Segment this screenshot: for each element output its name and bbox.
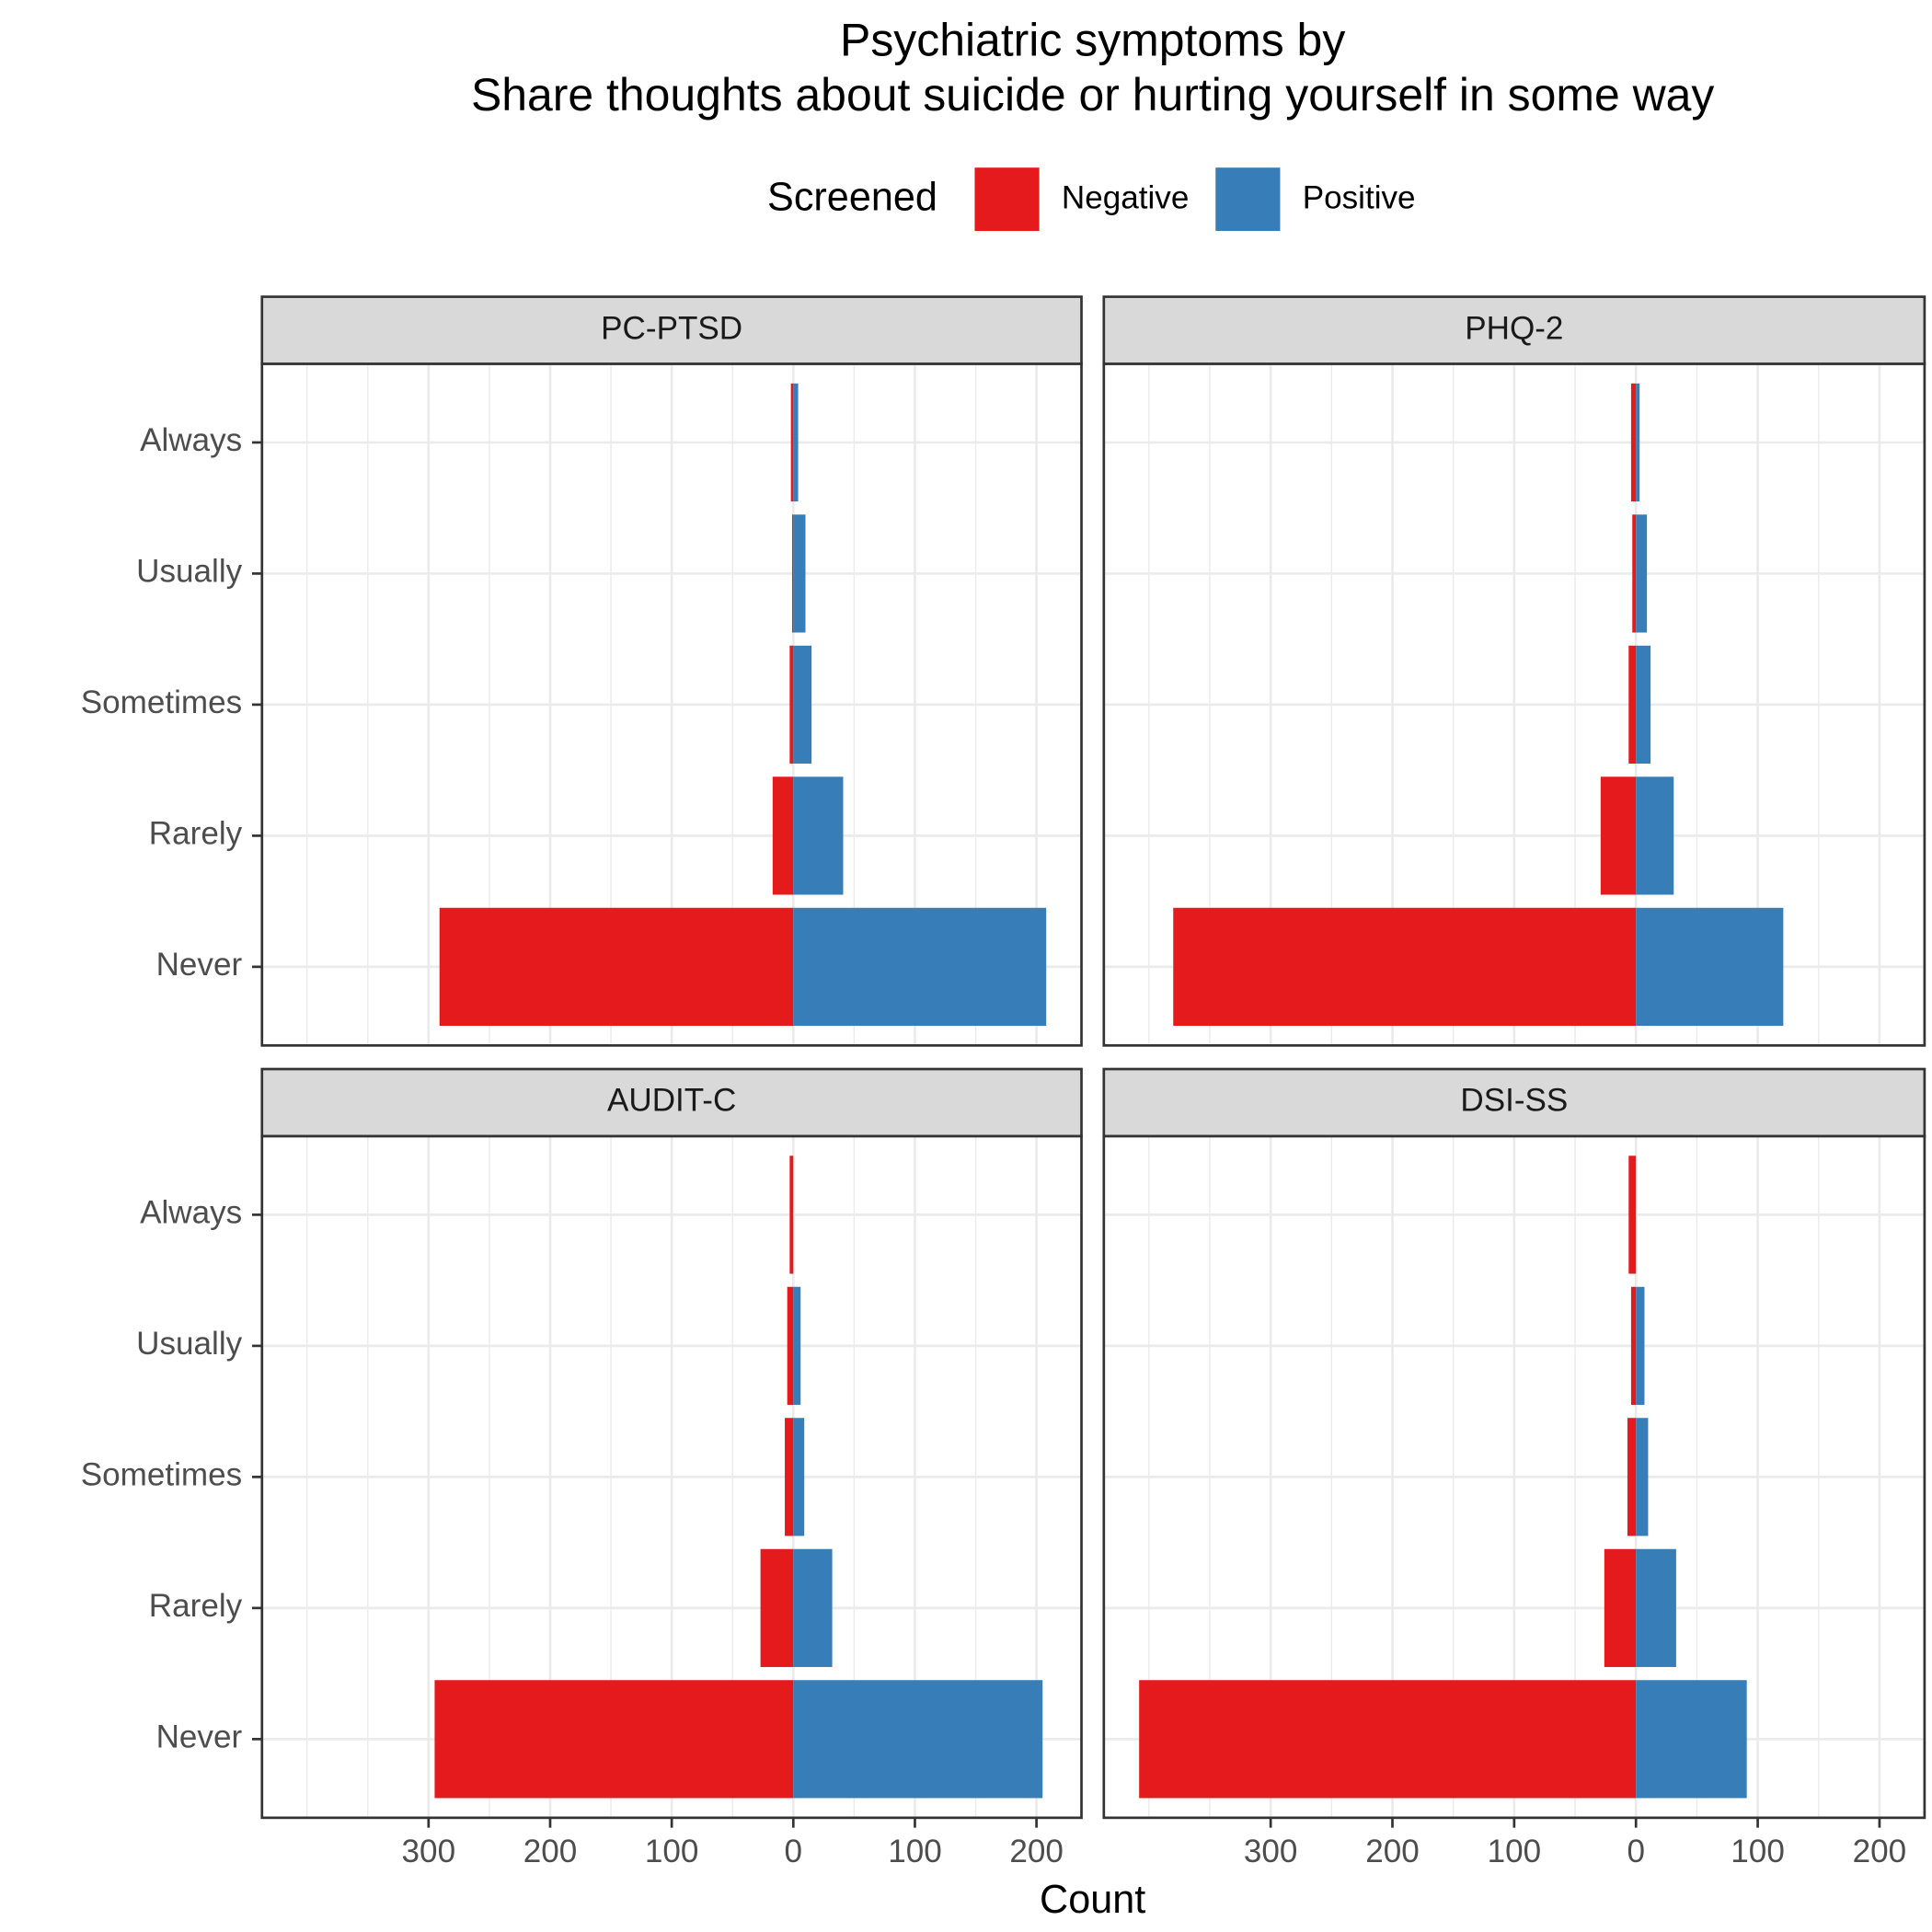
x-tick-label: 200 [1365,1834,1420,1869]
bar [1636,1286,1645,1405]
y-tick-label: Always [140,422,242,458]
x-tick-label: 100 [1731,1834,1785,1869]
y-tick-label: Never [156,1719,243,1755]
bar [1632,514,1637,633]
bar [790,383,794,502]
bar [793,1418,805,1536]
bar [1636,514,1648,633]
bar [760,1548,794,1667]
bar [439,907,794,1027]
y-tick-label: Usually [136,1326,242,1362]
y-tick-label: Rarely [149,1588,243,1624]
x-tick-label: 100 [645,1834,699,1869]
y-tick-label: Always [140,1195,242,1231]
strip-label: DSI-SS [1460,1083,1568,1119]
legend-key [974,167,1040,232]
strip-label: PC-PTSD [601,310,742,346]
x-tick-label: 200 [523,1834,578,1869]
bar [1636,645,1651,765]
bar [1604,1548,1637,1667]
bar [1627,1418,1637,1536]
bar [1630,383,1637,502]
bar [787,1286,794,1405]
x-tick-label: 200 [1853,1834,1907,1869]
bar [793,776,844,895]
y-tick-label: Sometimes [81,684,242,720]
y-tick-label: Sometimes [81,1457,242,1493]
bar [1636,907,1784,1027]
bar [789,1156,794,1274]
bar [791,514,794,633]
bar [1173,907,1637,1027]
bar [793,645,812,765]
bar [1636,383,1640,502]
strip [260,295,1083,365]
bar [1636,1548,1676,1667]
x-axis-title: Count [1040,1878,1145,1922]
x-tick-label: 300 [402,1834,456,1869]
strip [260,1067,1083,1138]
x-tick-label: 100 [888,1834,942,1869]
legend-label: Positive [1303,180,1416,216]
bar [793,1286,801,1405]
bar [793,1680,1043,1799]
bar [1636,776,1674,895]
strip-label: PHQ-2 [1465,310,1563,346]
legend-label: Negative [1062,180,1189,216]
x-tick-label: 200 [1009,1834,1064,1869]
x-tick-label: 0 [1627,1834,1645,1869]
bar [785,1418,794,1536]
bar [772,776,794,895]
strip [1102,1067,1926,1138]
x-tick-label: 300 [1244,1834,1298,1869]
y-tick-label: Rarely [149,816,243,852]
strip [1102,295,1926,365]
bar [793,514,806,633]
bar [1600,776,1637,895]
y-tick-label: Usually [136,554,242,590]
bar [789,645,794,765]
bar [1630,1286,1637,1405]
chart-title: Share thoughts about suicide or hurting … [471,69,1714,121]
x-tick-label: 100 [1488,1834,1542,1869]
bar [1139,1680,1637,1799]
strip-label: AUDIT-C [607,1083,736,1119]
legend-key [1215,167,1281,232]
y-tick-label: Never [156,947,243,983]
bar [1628,645,1637,765]
bar [434,1680,794,1799]
bar [793,1548,833,1667]
bar [1628,1156,1637,1274]
bar [1636,1680,1747,1799]
bar [793,907,1047,1027]
legend-title: Screened [767,176,937,220]
chart-title: Psychiatric symptoms by [840,14,1345,65]
bar [793,383,799,502]
bar [1636,1418,1649,1536]
x-tick-label: 0 [785,1834,803,1869]
